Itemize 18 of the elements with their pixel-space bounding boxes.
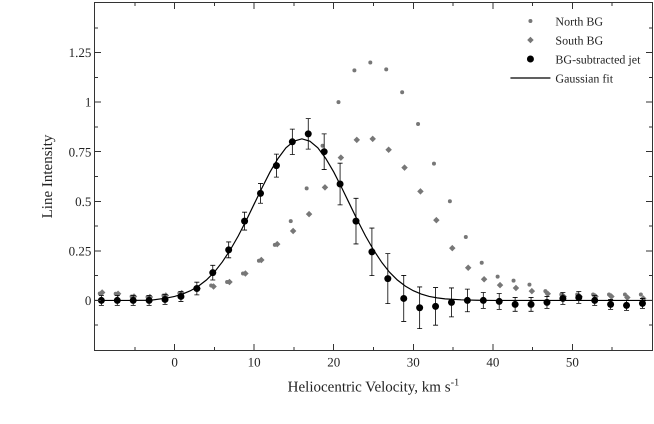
x-tick-label: 50	[566, 354, 579, 370]
legend-label: North BG	[555, 14, 604, 29]
y-tick-label: 1.25	[68, 45, 92, 60]
x-tick-label: 10	[248, 354, 261, 370]
x-tick-label: 40	[486, 354, 500, 370]
legend-label: South BG	[555, 34, 604, 48]
y-tick-label: 1	[84, 94, 92, 110]
legend-label: Gaussian fit	[555, 72, 614, 86]
y-tick-label: 0.25	[68, 243, 92, 258]
x-tick-label: 20	[327, 354, 340, 370]
x-tick-label: 0	[171, 354, 178, 370]
legend-label: BG-subtracted jet	[555, 52, 642, 67]
x-tick-label: 30	[406, 354, 420, 370]
y-tick-label: 0.5	[75, 194, 92, 209]
y-tick-label: 0	[84, 292, 92, 308]
x-axis-title: Heliocentric Velocity, km s$^{-1}$	[288, 377, 460, 396]
y-axis-title: Line Intensity	[40, 134, 56, 218]
y-tick-label: 0.75	[68, 144, 92, 160]
